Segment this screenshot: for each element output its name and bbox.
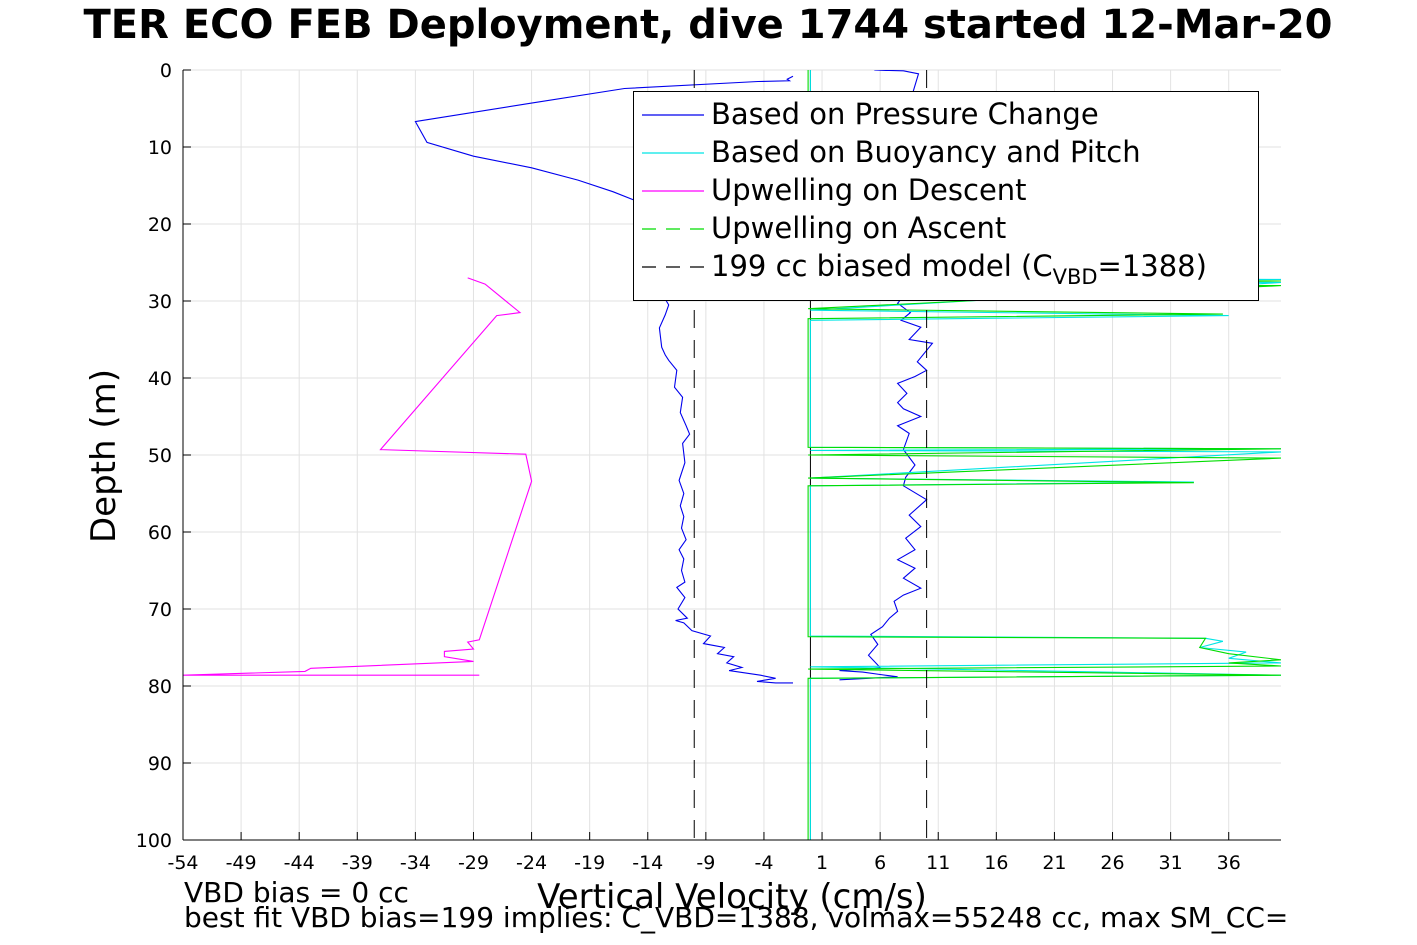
x-tick-label: 36 (1217, 852, 1241, 874)
best-fit-note: best fit VBD bias=199 implies: C_VBD=138… (184, 901, 1289, 934)
chart-legend: Based on Pressure Change Based on Buoyan… (633, 91, 1259, 301)
y-tick-label: 0 (160, 60, 172, 82)
x-tick-label: -14 (632, 852, 663, 874)
legend-entry-pressure: Based on Pressure Change (634, 96, 1258, 134)
x-tick-label: 11 (926, 852, 950, 874)
legend-model-prefix: 199 cc biased model (C (711, 249, 1053, 283)
y-tick-label: 30 (148, 291, 172, 313)
y-tick-label: 100 (136, 830, 172, 852)
legend-label-descent: Upwelling on Descent (711, 173, 1027, 207)
y-tick-label: 90 (148, 753, 172, 775)
legend-label-ascent: Upwelling on Ascent (711, 211, 1007, 245)
legend-model-suffix: =1388) (1097, 249, 1207, 283)
x-tick-label: -29 (458, 852, 489, 874)
series-line-0 (414, 75, 794, 684)
x-tick-label: -19 (574, 852, 605, 874)
legend-entry-model: 199 cc biased model (CVBD=1388) (634, 248, 1258, 288)
x-tick-label: -44 (284, 852, 315, 874)
legend-label-model: 199 cc biased model (CVBD=1388) (711, 249, 1207, 288)
y-tick-label: 40 (148, 368, 172, 390)
legend-swatch-buoyancy (642, 152, 704, 154)
x-tick-label: 26 (1100, 852, 1124, 874)
x-tick-label: 1 (816, 852, 828, 874)
y-tick-label: 70 (148, 599, 172, 621)
x-tick-label: -54 (167, 852, 198, 874)
y-axis-label: Depth (m) (84, 368, 124, 544)
vbd-bias-note: VBD bias = 0 cc (184, 876, 409, 909)
x-axis-label: Vertical Velocity (cm/s) (537, 877, 927, 917)
chart-title: TER ECO FEB Deployment, dive 1744 starte… (83, 2, 1333, 48)
legend-swatch-descent (642, 190, 704, 192)
x-tick-label: 6 (874, 852, 886, 874)
x-tick-label: -24 (516, 852, 547, 874)
y-tick-label: 60 (148, 522, 172, 544)
series-line-3 (183, 277, 533, 676)
x-tick-label: 21 (1042, 852, 1066, 874)
x-tick-label: -39 (342, 852, 373, 874)
y-tick-label: 20 (148, 214, 172, 236)
x-tick-label: -9 (696, 852, 715, 874)
legend-swatch-pressure (642, 114, 704, 116)
legend-swatch-ascent (642, 228, 704, 230)
x-tick-label: -49 (226, 852, 257, 874)
legend-label-buoyancy: Based on Buoyancy and Pitch (711, 135, 1141, 169)
legend-entry-ascent: Upwelling on Ascent (634, 210, 1258, 248)
legend-model-subscript: VBD (1052, 265, 1098, 289)
legend-entry-buoyancy: Based on Buoyancy and Pitch (634, 134, 1258, 172)
x-tick-label: 31 (1159, 852, 1183, 874)
x-tick-label: -34 (400, 852, 431, 874)
x-tick-label: 16 (984, 852, 1008, 874)
legend-entry-descent: Upwelling on Descent (634, 172, 1258, 210)
y-tick-label: 50 (148, 445, 172, 467)
legend-label-pressure: Based on Pressure Change (711, 97, 1099, 131)
x-tick-label: -4 (754, 852, 773, 874)
y-tick-label: 10 (148, 137, 172, 159)
y-tick-label: 80 (148, 676, 172, 698)
legend-swatch-model (642, 266, 704, 268)
